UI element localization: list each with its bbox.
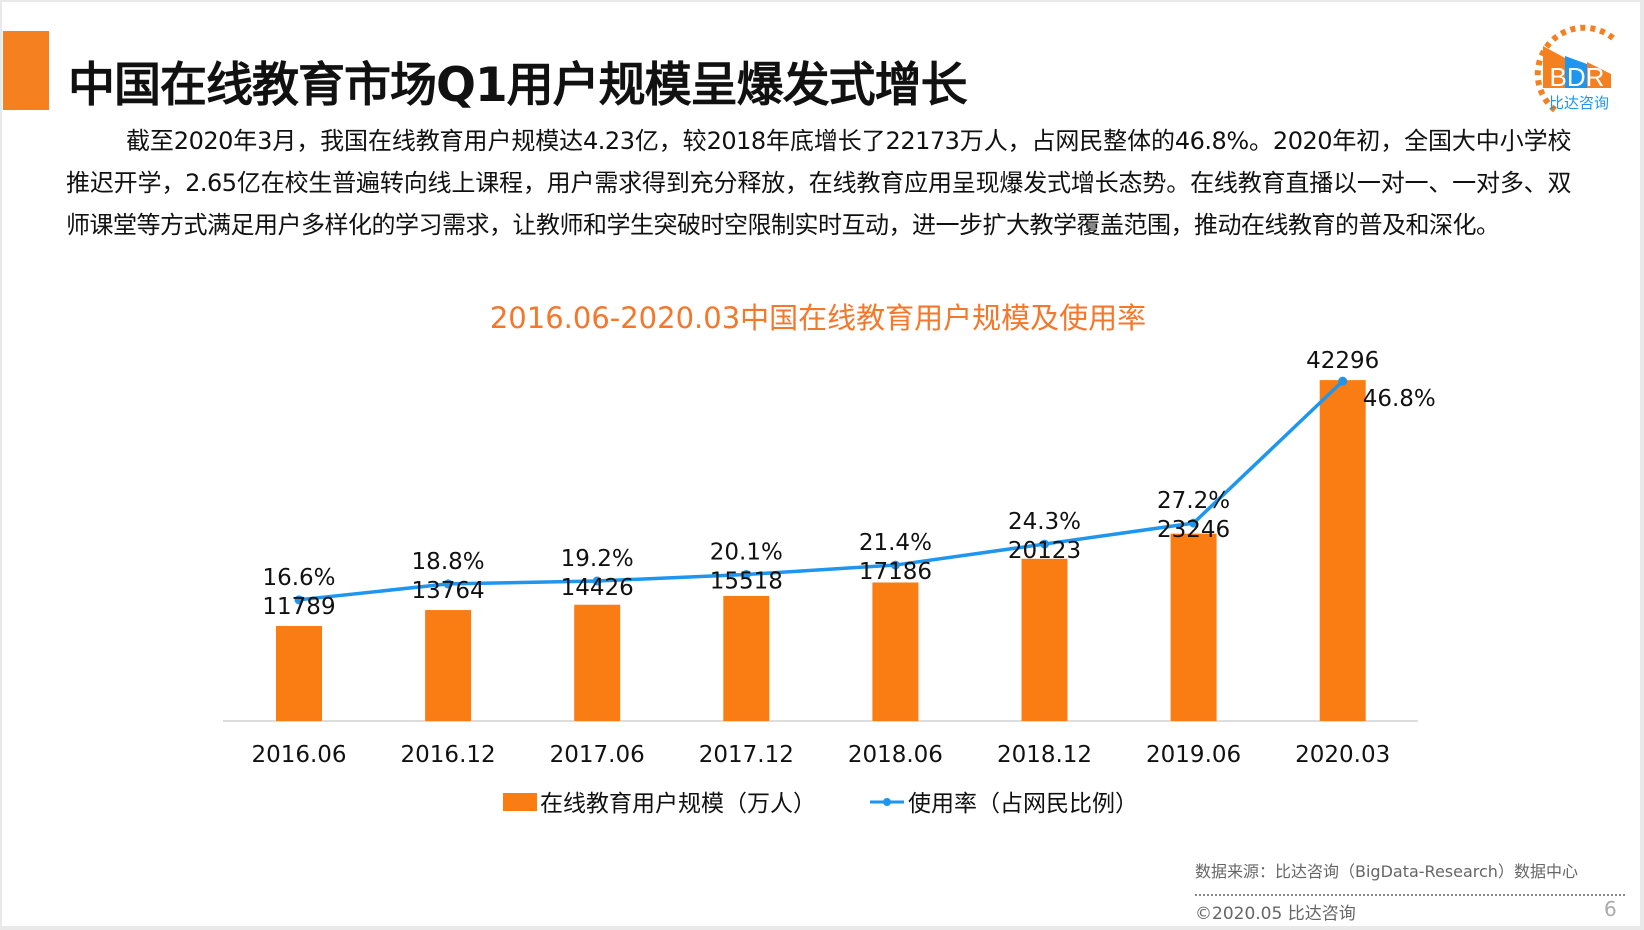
rate-point xyxy=(1189,518,1199,528)
rate-point xyxy=(1040,539,1049,549)
value-label: 14426 xyxy=(561,575,634,601)
svg-text:BDR: BDR xyxy=(1550,62,1605,92)
bar-2018.12 xyxy=(1021,558,1068,721)
legend-bar-swatch xyxy=(503,793,537,811)
value-label: 11789 xyxy=(262,594,335,620)
x-tick-label: 2018.12 xyxy=(997,742,1092,768)
bar-2016.12 xyxy=(425,610,472,721)
footer-divider xyxy=(1195,894,1625,896)
x-tick-label: 2020.03 xyxy=(1295,742,1390,768)
bar-2016.06 xyxy=(276,625,322,721)
rate-label: 18.8% xyxy=(412,549,485,575)
x-tick-label: 2017.12 xyxy=(699,742,794,768)
rate-label: 27.2% xyxy=(1157,488,1230,514)
rate-point xyxy=(443,579,453,589)
value-label: 15518 xyxy=(710,568,783,594)
bar-2018.06 xyxy=(872,582,919,721)
rate-label: 16.6% xyxy=(262,565,335,591)
summary-paragraph: 截至2020年3月，我国在线教育用户规模达4.23亿，较2018年底增长了221… xyxy=(66,127,1572,239)
rate-label: 46.8% xyxy=(1363,386,1436,412)
rate-point xyxy=(592,576,602,586)
bar-2020.03 xyxy=(1319,380,1366,721)
rate-line xyxy=(298,379,1344,602)
x-tick-label: 2016.06 xyxy=(251,742,346,768)
rate-point xyxy=(741,569,751,579)
bar-2017.12 xyxy=(723,595,770,721)
rate-label: 20.1% xyxy=(710,539,783,565)
x-tick-label: 2019.06 xyxy=(1146,742,1241,768)
value-label: 23246 xyxy=(1157,517,1230,543)
x-tick-label: 2017.06 xyxy=(550,742,645,768)
x-tick-label: 2018.06 xyxy=(848,742,943,768)
legend-line-marker xyxy=(883,798,891,806)
legend: 在线教育用户规模（万人） 使用率（占网民比例） xyxy=(503,791,1138,817)
rate-point xyxy=(890,560,900,570)
value-label: 17186 xyxy=(859,559,932,585)
value-label: 42296 xyxy=(1306,348,1379,374)
rate-point xyxy=(294,595,304,605)
source-note: 数据来源：比达咨询（BigData-Research）数据中心 xyxy=(1195,862,1578,881)
value-label: 13764 xyxy=(412,578,485,604)
title-accent-bar xyxy=(3,31,49,110)
svg-text:比达咨询: 比达咨询 xyxy=(1549,94,1609,112)
bar-2017.06 xyxy=(574,604,621,721)
bar-2019.06 xyxy=(1170,533,1217,721)
rate-label: 21.4% xyxy=(859,530,932,556)
rate-label: 24.3% xyxy=(1008,509,1081,535)
page-title: 中国在线教育市场Q1用户规模呈爆发式增长 xyxy=(68,58,968,113)
bdr-logo: BDR 比达咨询 xyxy=(1534,24,1615,113)
copyright: ©2020.05 比达咨询 xyxy=(1195,904,1356,924)
rate-point xyxy=(1338,376,1348,386)
page-number: 6 xyxy=(1604,897,1617,921)
legend-line-label: 使用率（占网民比例） xyxy=(908,791,1138,817)
legend-bar-label: 在线教育用户规模（万人） xyxy=(540,791,816,817)
x-tick-label: 2016.12 xyxy=(401,742,496,768)
chart-title: 2016.06-2020.03中国在线教育用户规模及使用率 xyxy=(490,301,1146,335)
rate-label: 19.2% xyxy=(561,546,634,572)
value-label: 20123 xyxy=(1008,538,1081,564)
